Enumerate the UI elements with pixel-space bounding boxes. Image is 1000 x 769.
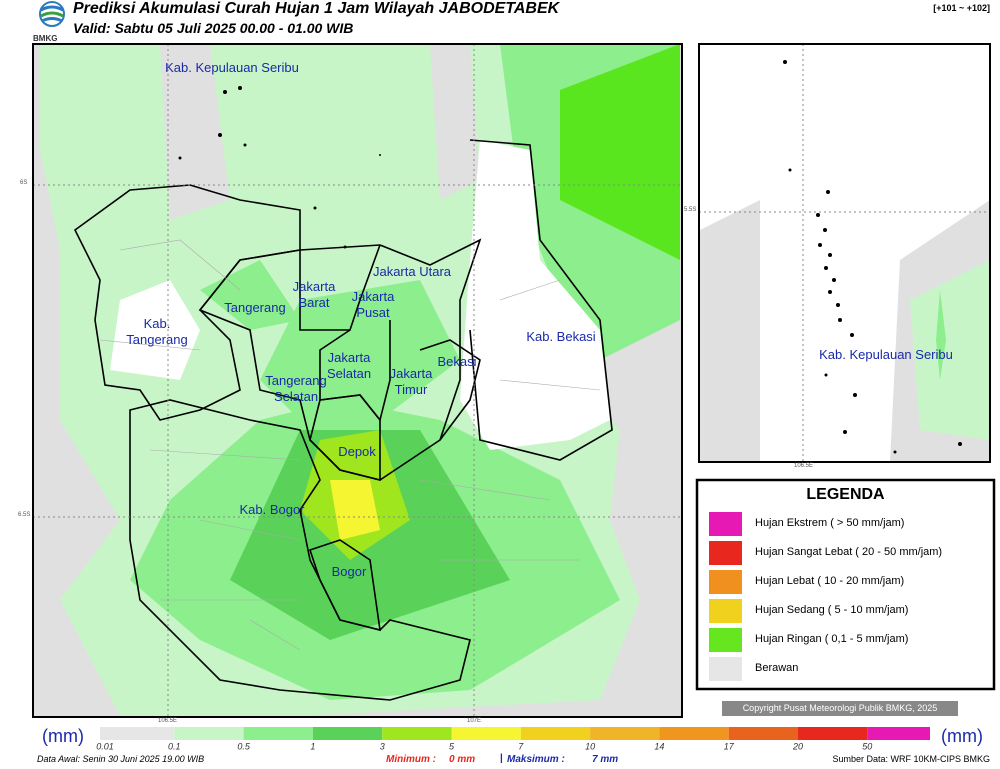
colorbar-tick-label: 5 [449, 741, 455, 751]
legend-swatch [709, 628, 742, 652]
source: Sumber Data: WRF 10KM-CIPS BMKG [832, 754, 990, 764]
colorbar-tick-label: 3 [380, 741, 385, 751]
legend-box [695, 478, 996, 691]
map-label: Kab. Kepulauan Seribu [165, 60, 299, 75]
coord-label: 106.5E [794, 463, 814, 469]
coord-label: 107E [467, 718, 482, 724]
legend-label: Hujan Ekstrem ( > 50 mm/jam) [755, 517, 905, 529]
data-awal: Data Awal: Senin 30 Juni 2025 19.00 WIB [37, 754, 205, 764]
colorbar-segment [100, 727, 175, 740]
legend-label: Hujan Ringan ( 0,1 - 5 mm/jam) [755, 633, 909, 645]
minimum-value: 0 mm [449, 754, 476, 765]
colorbar-segment [867, 727, 930, 740]
map-label: Depok [338, 444, 376, 459]
colorbar-tick-label: 0.1 [168, 741, 181, 751]
map-label: Jakarta Barat [292, 279, 336, 310]
inset-label: Kab. Kepulauan Seribu [819, 347, 953, 362]
inset-map [698, 43, 991, 463]
legend-label: Hujan Sedang ( 5 - 10 mm/jam) [755, 604, 909, 616]
logo-text: BMKG [33, 34, 58, 43]
legend-swatch [709, 657, 742, 681]
colorbar-segment [312, 727, 383, 740]
unit-right: (mm) [941, 726, 983, 746]
colorbar-tick-label: 10 [585, 741, 595, 751]
colorbar-tick-label: 1 [310, 741, 315, 751]
map-label: Tangerang [224, 300, 286, 315]
colorbar-tick-label: 50 [862, 741, 872, 751]
map-label: Bogor [331, 564, 367, 579]
colorbar-tick-label: 0.5 [237, 741, 251, 751]
colorbar-segment [728, 727, 798, 740]
minimum-label: Minimum : [386, 754, 436, 765]
colorbar-segment [659, 727, 729, 740]
code: [+101 ~ +102] [933, 3, 990, 13]
legend-swatch [709, 599, 742, 623]
colorbar-tick-label: 17 [724, 741, 735, 751]
colorbar-segment [590, 727, 660, 740]
colorbar-tick-label: 14 [654, 741, 664, 751]
map-label: Tangerang Selatan [265, 373, 327, 404]
legend-label: Hujan Lebat ( 10 - 20 mm/jam) [755, 575, 905, 587]
map-label: Bekasi [437, 354, 477, 369]
coord-label: 6S [20, 180, 28, 186]
map-label: Jakarta Selatan [326, 350, 372, 381]
colorbar-segment [520, 727, 591, 740]
main-map [32, 43, 683, 718]
unit-left: (mm) [42, 726, 84, 746]
title: Prediksi Akumulasi Curah Hujan 1 Jam Wil… [73, 0, 560, 17]
copyright-box [722, 701, 958, 716]
legend-swatch [709, 570, 742, 594]
legend-label: Berawan [755, 662, 799, 674]
coord-label: 5.5S [684, 207, 697, 213]
logo [39, 1, 65, 27]
colorbar-tick-label: 20 [792, 741, 803, 751]
map-label: Kab. Tangerang [126, 316, 188, 347]
coord-label: 6.5S [18, 512, 31, 518]
legend-title: LEGENDA [806, 486, 885, 503]
colorbar-segment [451, 727, 521, 740]
colorbar-segment [243, 727, 313, 740]
map-label: Jakarta Pusat [351, 289, 395, 320]
separator: | [500, 753, 503, 764]
legend-swatch [709, 541, 742, 565]
colorbar-tick-label: 7 [518, 741, 524, 751]
map-label: Jakarta Timur [389, 366, 433, 397]
map-label: Jakarta Utara [372, 264, 452, 279]
maximum-value: 7 mm [592, 754, 619, 765]
colorbar-segment [798, 727, 868, 740]
colorbar: 0.01 0.1 0.5 1 3 5 7 10 14 17 20 50 [96, 727, 930, 751]
map-label: Kab. Bogor [239, 502, 305, 517]
map-label: Kab. Bekasi [526, 329, 596, 344]
legend-label: Hujan Sangat Lebat ( 20 - 50 mm/jam) [755, 546, 943, 558]
coord-label: 106.5E [158, 718, 178, 724]
subtitle: Valid: Sabtu 05 Juli 2025 00.00 - 01.00 … [73, 20, 354, 36]
maximum-label: Maksimum : [507, 754, 565, 765]
colorbar-segment [382, 727, 452, 740]
legend-swatch [709, 512, 742, 536]
colorbar-tick-label: 0.01 [96, 741, 114, 751]
colorbar-segment [174, 727, 244, 740]
copyright: Copyright Pusat Meteorologi Publik BMKG,… [742, 703, 938, 713]
